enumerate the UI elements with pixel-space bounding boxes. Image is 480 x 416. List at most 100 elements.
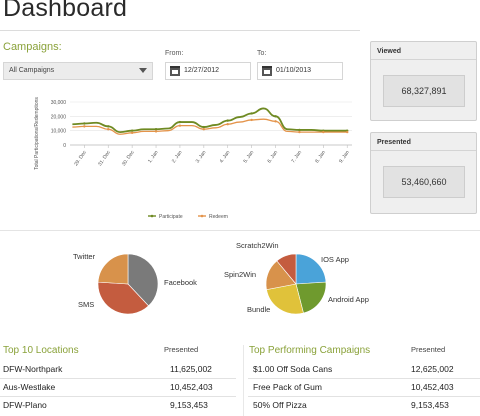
location-name: DFW-Northpark [3,364,63,374]
to-label: To: [257,50,267,57]
data-point[interactable] [130,129,134,132]
presented-card-value: 53,460,660 [383,166,465,198]
x-tick-label: 30. Dec [121,149,136,167]
presented-card: Presented 53,460,660 [370,132,477,214]
y-tick-label: 10,000 [51,129,67,135]
calendar-icon[interactable] [170,66,180,76]
x-tick-label: 7. Jan [290,150,303,165]
title-divider [0,30,360,31]
data-point[interactable] [202,128,206,131]
pie-label-spin2win: Spin2Win [224,270,257,279]
legend-marker [200,214,204,218]
data-point[interactable] [346,130,349,134]
row-divider [0,378,236,379]
campaign-name: Free Pack of Gum [253,382,322,392]
pie-slice-bundle[interactable] [266,283,304,315]
y-tick-label: 0 [63,143,66,149]
legend-label[interactable]: Participate [159,214,183,220]
from-date-value: 12/27/2012 [184,67,220,74]
x-tick-label: 8. Jan [314,150,327,165]
pie-label-bundle: Bundle [247,305,271,314]
pie-label-android-app: Android App [328,295,369,304]
pie-label-scratch2win: Scratch2Win [236,241,279,250]
pie-slice-facebook[interactable] [127,253,159,307]
data-point[interactable] [154,128,158,131]
data-point[interactable] [107,128,110,131]
data-point[interactable] [298,130,301,134]
section-divider [0,230,480,231]
x-tick-label: 3. Jan [195,150,208,165]
data-point[interactable] [226,119,229,122]
campaigns-label: Campaigns: [3,41,62,53]
calendar-icon[interactable] [262,66,272,76]
series-line-participate [72,107,348,134]
pie-slice-scratch2win[interactable] [276,253,297,285]
row-divider [0,396,236,397]
pie-label-sms: SMS [78,300,95,309]
column-divider [243,345,244,416]
x-tick-label: 29. Dec [73,149,88,167]
legend-label[interactable]: Redeem [209,214,228,220]
location-value: 9,153,453 [170,400,208,410]
campaign-select[interactable]: All Campaigns [3,62,153,80]
data-point[interactable] [274,115,277,118]
data-point[interactable] [322,130,325,134]
y-tick-label: 30,000 [51,100,67,106]
pie-label-facebook: Facebook [164,278,197,287]
to-date-value: 01/10/2013 [276,67,312,74]
data-point[interactable] [250,118,253,122]
location-value: 10,452,403 [170,382,213,392]
x-tick-label: 4. Jan [219,150,232,165]
data-point[interactable] [202,125,206,129]
locations-column-header: Presented [164,345,199,354]
data-point[interactable] [250,112,253,115]
campaign-name: 50% Off Pizza [253,400,307,410]
campaign-value: 9,153,453 [411,400,449,410]
x-tick-label: 31. Dec [97,149,112,167]
locations-title: Top 10 Locations [3,345,79,356]
from-label: From: [165,50,184,57]
to-date-input[interactable]: 01/10/2013 [257,62,343,80]
data-point[interactable] [178,120,182,124]
data-point[interactable] [83,122,86,125]
location-name: Aus-Westlake [3,382,56,392]
y-tick-label: 20,000 [51,114,67,120]
pie-slice-twitter[interactable] [97,253,129,285]
data-point[interactable] [226,123,229,126]
page-title: Dashboard [3,0,128,22]
data-point[interactable] [274,120,277,123]
pie-label-twitter: Twitter [73,252,96,261]
campaign-value: 10,452,403 [411,382,454,392]
location-value: 11,625,002 [170,364,212,374]
data-point[interactable] [298,128,301,132]
pie-slice-android-app[interactable] [295,281,327,314]
row-divider [248,396,480,397]
campaign-select-value: All Campaigns [9,67,55,74]
top-campaigns-column-header: Presented [411,345,446,354]
legend-marker [150,214,154,218]
pie-slice-ios-app[interactable] [295,253,327,285]
pie-charts [97,253,327,315]
viewed-card: Viewed 68,327,891 [370,41,477,121]
data-point[interactable] [83,125,86,128]
row-divider [248,378,480,379]
top-campaigns-title: Top Performing Campaigns [249,345,371,356]
campaign-value: 12,625,002 [411,364,454,374]
data-point[interactable] [154,130,158,133]
data-point[interactable] [178,124,182,127]
x-tick-label: 9. Jan [338,150,351,165]
x-tick-label: 5. Jan [243,150,256,165]
data-point[interactable] [130,131,134,135]
location-name: DFW-Plano [3,400,47,410]
x-tick-label: 2. Jan [171,150,184,165]
series-line-redeem [72,118,348,135]
x-tick-label: 6. Jan [266,150,279,165]
presented-card-title: Presented [371,133,476,151]
from-date-input[interactable]: 12/27/2012 [165,62,251,80]
chevron-down-icon[interactable] [139,68,147,73]
viewed-card-title: Viewed [371,42,476,60]
pie-slice-sms[interactable] [97,281,149,315]
data-point[interactable] [107,125,110,128]
x-tick-label: 1. Jan [147,150,160,165]
pie-label-ios-app: IOS App [321,255,349,264]
